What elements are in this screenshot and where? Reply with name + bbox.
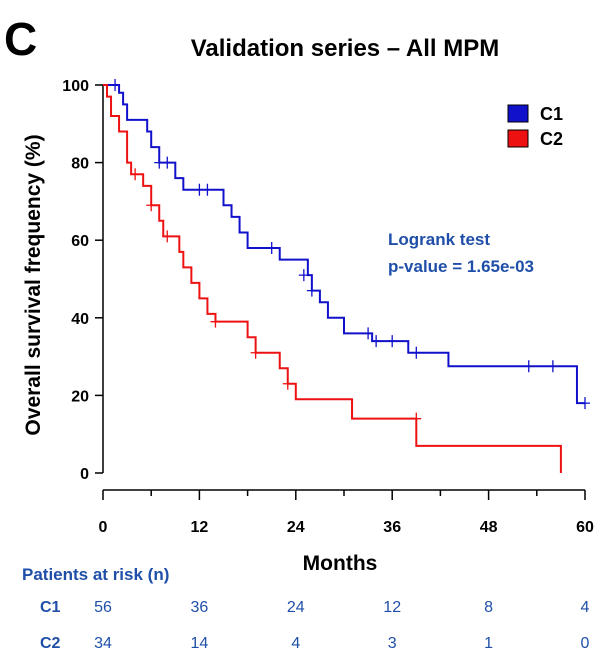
censor-mark-c1 <box>266 241 277 254</box>
logrank-annotation: Logrank test p-value = 1.65e-03 <box>388 230 534 276</box>
risk-row-label: C2 <box>40 635 61 652</box>
risk-row-value: 8 <box>484 599 493 616</box>
survival-curve-c1 <box>103 84 585 405</box>
legend-swatch-c1 <box>507 104 529 123</box>
censor-mark-c1 <box>162 156 173 169</box>
legend-label-c1: C1 <box>540 104 563 124</box>
risk-row-value: 12 <box>383 599 401 616</box>
x-tick-label: 0 <box>99 519 108 536</box>
legend-label-c2: C2 <box>540 129 563 149</box>
censor-mark-c2 <box>130 168 141 181</box>
y-axis-label: Overall survival frequency (%) <box>22 134 45 435</box>
risk-row-value: 4 <box>291 635 300 652</box>
risk-table: Patients at risk (n) C1 56 36 24 12 8 4 C2 34 14 4… <box>22 565 590 652</box>
risk-row-value: 3 <box>388 635 397 652</box>
censor-mark-c1 <box>202 183 213 196</box>
x-tick-label: 12 <box>191 519 209 536</box>
chart-title: Validation series – All MPM <box>191 35 500 62</box>
y-axis-ticks: 0 20 40 60 80 100 <box>62 78 103 483</box>
risk-row-value: 1 <box>484 635 493 652</box>
x-tick-label: 60 <box>576 519 594 536</box>
y-tick-label: 40 <box>71 311 89 328</box>
risk-row-value: 36 <box>191 599 209 616</box>
censor-mark-c2 <box>162 230 173 243</box>
risk-row-value: 0 <box>581 635 590 652</box>
risk-row-label: C1 <box>40 599 61 616</box>
annotation-line-1: Logrank test <box>388 230 490 249</box>
censor-mark-c2 <box>210 315 221 328</box>
risk-table-rows: C1 56 36 24 12 8 4 C2 34 14 4 3 1 0 <box>40 599 590 652</box>
censor-mark-c1 <box>306 284 317 297</box>
censor-mark-c1 <box>363 327 374 340</box>
x-tick-label: 48 <box>480 519 498 536</box>
risk-row-value: 24 <box>287 599 305 616</box>
survival-curve-c2 <box>103 84 562 473</box>
annotation-line-2: p-value = 1.65e-03 <box>388 257 534 276</box>
censor-mark-c1 <box>387 335 398 348</box>
legend: C1 C2 <box>507 104 563 149</box>
censor-mark-c2 <box>146 199 157 212</box>
y-tick-label: 20 <box>71 388 89 405</box>
censor-mark-c2 <box>282 377 293 390</box>
legend-swatch-c2 <box>507 129 529 148</box>
censor-mark-c1 <box>523 360 534 373</box>
x-tick-label: 24 <box>287 519 305 536</box>
x-axis-label: Months <box>303 552 378 575</box>
risk-row-value: 56 <box>94 599 112 616</box>
censor-mark-c1 <box>411 346 422 359</box>
y-tick-label: 80 <box>71 156 89 173</box>
risk-table-title: Patients at risk (n) <box>22 565 169 584</box>
panel-label: C <box>4 13 37 65</box>
y-tick-label: 100 <box>62 78 89 95</box>
censor-mark-c2 <box>250 346 261 359</box>
risk-row-value: 14 <box>191 635 209 652</box>
x-axis-ticks: 0 12 24 36 48 60 <box>99 490 594 536</box>
censor-mark-c1 <box>547 360 558 373</box>
censor-mark-c1 <box>371 335 382 348</box>
censor-mark-c1 <box>298 269 309 282</box>
risk-row-value: 4 <box>581 599 590 616</box>
censor-mark-c1 <box>110 79 121 91</box>
survival-curves <box>103 79 590 473</box>
y-tick-label: 0 <box>80 466 89 483</box>
censor-mark-c1 <box>580 397 590 410</box>
y-tick-label: 60 <box>71 233 89 250</box>
risk-row-value: 34 <box>94 635 112 652</box>
censor-mark-c2 <box>411 412 422 425</box>
x-tick-label: 36 <box>383 519 401 536</box>
